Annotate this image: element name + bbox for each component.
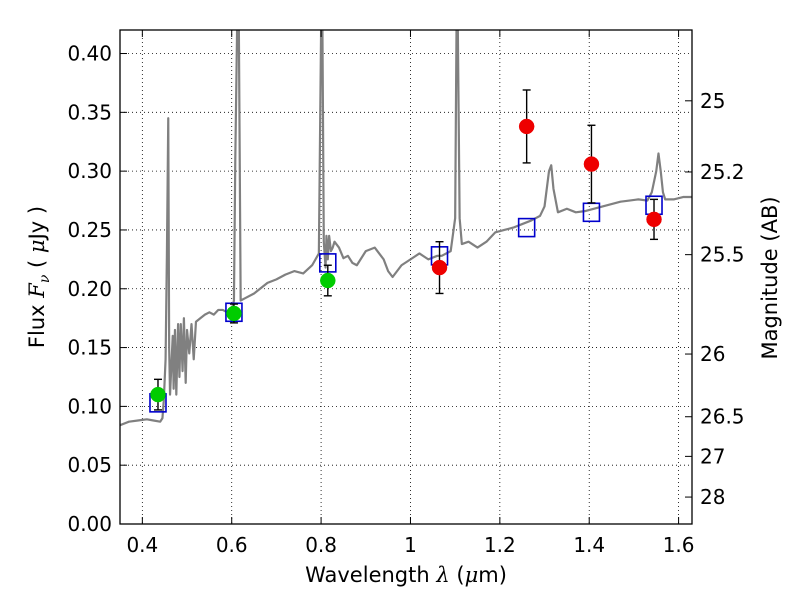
data-point	[431, 259, 448, 276]
x-axis-label-unit: m	[478, 563, 498, 587]
y2-tick-label: 25.5	[700, 243, 745, 267]
ticks: 0.4 0.6 0.8 1 1.2 1.4 1.6 0.00 0.05 0.10 0.15 0.20 0…	[67, 30, 745, 557]
x-axis-label-prefix: Wavelength	[305, 563, 430, 587]
y-axis-label-open: (	[25, 260, 49, 268]
plot-area	[120, 30, 692, 427]
x-tick-label: 1.4	[573, 533, 605, 557]
x-axis-label-close: )	[499, 563, 507, 587]
y-tick-label: 0.05	[67, 453, 112, 477]
x-axis-label-open: (	[456, 563, 464, 587]
data-point	[150, 386, 166, 403]
y-tick-label: 0.35	[67, 100, 112, 124]
y-tick-label: 0.40	[67, 42, 112, 66]
spectrum-line	[120, 30, 692, 427]
x-tick-label: 1.2	[484, 533, 516, 557]
x-tick-label: 0.4	[126, 533, 158, 557]
y-axis-label-unit: Jy	[25, 221, 49, 242]
y-tick-label: 0.00	[67, 512, 112, 536]
y2-tick-label: 27	[700, 444, 725, 468]
model-square-marker	[517, 217, 536, 238]
y-axis-label: Flux Fν ( μJy )	[25, 206, 54, 348]
data-point	[320, 272, 336, 289]
y-axis-label-close: )	[25, 206, 49, 214]
x-axis-label-mu: μ	[465, 563, 479, 587]
y-axis-label-subscript: ν	[37, 274, 53, 283]
data-point	[583, 156, 600, 172]
y2-tick-label: 28	[700, 485, 725, 509]
y-tick-label: 0.30	[67, 159, 112, 183]
y2-tick-label: 26.5	[700, 405, 745, 429]
y-axis-label-symbol: F	[25, 282, 49, 299]
y-tick-label: 0.25	[67, 218, 112, 242]
y2-tick-label: 26	[700, 342, 725, 366]
y2-tick-label: 25	[700, 89, 725, 113]
plot-frame	[119, 29, 693, 525]
y-axis-label-mu: μ	[25, 239, 49, 253]
y-tick-label: 0.15	[67, 336, 112, 360]
x-tick-label: 1	[404, 533, 417, 557]
x-tick-label: 1.6	[663, 533, 695, 557]
x-tick-label: 0.6	[216, 533, 248, 557]
grid	[120, 30, 692, 525]
y-tick-label: 0.10	[67, 394, 112, 418]
y2-tick-label: 25.2	[700, 160, 745, 184]
x-axis-label: Wavelength λ (μm)	[305, 563, 507, 587]
model-square-marker	[582, 202, 601, 223]
y-axis-label-prefix: Flux	[25, 304, 49, 348]
data-point	[226, 305, 242, 322]
x-axis-label-symbol: λ	[435, 563, 449, 587]
y-tick-label: 0.20	[67, 277, 112, 301]
x-tick-label: 0.8	[305, 533, 337, 557]
data-point	[518, 118, 535, 135]
data-point	[646, 211, 662, 228]
y2-axis-label: Magnitude (AB)	[758, 196, 782, 359]
